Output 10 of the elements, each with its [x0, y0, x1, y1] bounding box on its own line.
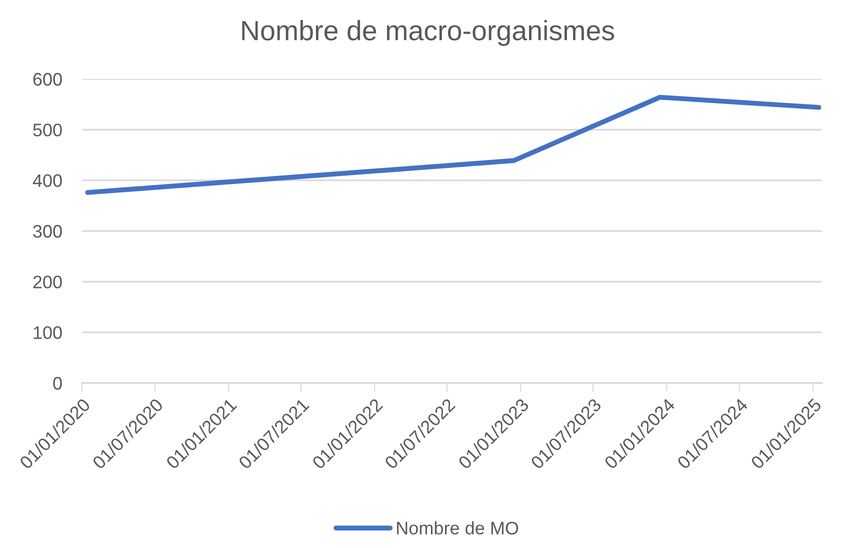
y-tick-label: 300 — [33, 224, 62, 238]
y-tick-label: 100 — [34, 326, 62, 340]
y-tick-label: 0 — [53, 376, 62, 390]
legend-label: Nombre de MO — [397, 521, 518, 535]
chart-title: Nombre de macro-organismes — [242, 20, 614, 46]
y-tick-label: 500 — [33, 124, 62, 136]
y-tick-label: 400 — [32, 174, 62, 188]
y-tick-label: 200 — [33, 276, 62, 288]
y-tick-label: 600 — [33, 72, 62, 86]
line-series — [85, 94, 822, 195]
